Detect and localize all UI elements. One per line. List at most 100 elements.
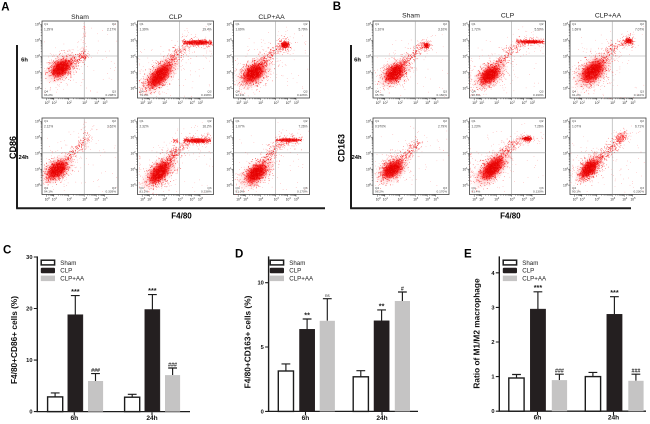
svg-text:101: 101	[463, 70, 469, 74]
svg-text:Q1: Q1	[44, 22, 48, 26]
svg-text:101: 101	[366, 70, 372, 74]
svg-text:101: 101	[580, 197, 586, 201]
svg-text:24h: 24h	[146, 415, 157, 422]
svg-text:0.170%: 0.170%	[297, 190, 308, 194]
svg-text:CLP: CLP	[60, 268, 72, 275]
svg-text:Q2: Q2	[303, 119, 307, 123]
svg-text:24h: 24h	[352, 155, 362, 161]
svg-text:0.198%: 0.198%	[201, 93, 212, 97]
svg-text:Q3: Q3	[303, 186, 307, 190]
svg-text:**: **	[304, 310, 310, 319]
svg-text:102: 102	[162, 197, 168, 201]
svg-text:CLP: CLP	[289, 268, 301, 275]
svg-text:102: 102	[563, 151, 569, 155]
svg-text:102: 102	[258, 101, 264, 105]
svg-text:102: 102	[258, 197, 264, 201]
svg-text:10: 10	[257, 281, 263, 287]
svg-text:7.26%: 7.26%	[298, 125, 307, 129]
svg-text:100: 100	[227, 183, 233, 187]
svg-text:103: 103	[82, 197, 88, 201]
svg-text:100: 100	[472, 197, 478, 201]
svg-text:100: 100	[563, 86, 569, 90]
svg-text:D: D	[235, 249, 243, 261]
svg-text:1.29%: 1.29%	[44, 28, 53, 32]
svg-text:91.4%: 91.4%	[472, 190, 481, 194]
svg-text:105: 105	[530, 197, 536, 201]
svg-text:Q3: Q3	[207, 90, 211, 94]
svg-text:0: 0	[261, 409, 264, 415]
svg-text:104: 104	[522, 197, 528, 201]
svg-text:Q3: Q3	[112, 90, 116, 94]
svg-text:102: 102	[366, 151, 372, 155]
svg-text:1.10%: 1.10%	[375, 28, 384, 32]
svg-text:Q2: Q2	[640, 119, 644, 123]
svg-text:94.1%: 94.1%	[44, 190, 53, 194]
svg-text:102: 102	[398, 101, 404, 105]
svg-text:100: 100	[463, 86, 469, 90]
svg-text:7.07%: 7.07%	[635, 28, 644, 32]
svg-text:E: E	[464, 249, 472, 261]
svg-text:101: 101	[479, 101, 485, 105]
svg-text:95.7%: 95.7%	[375, 93, 384, 97]
svg-text:100: 100	[573, 101, 579, 105]
svg-text:102: 102	[67, 197, 73, 201]
svg-text:102: 102	[398, 197, 404, 201]
svg-text:100: 100	[236, 101, 242, 105]
svg-text:0.170%: 0.170%	[437, 190, 448, 194]
svg-text:103: 103	[178, 197, 184, 201]
svg-text:104: 104	[425, 197, 431, 201]
svg-text:102: 102	[595, 197, 601, 201]
svg-text:Q4: Q4	[44, 186, 48, 190]
svg-text:Q4: Q4	[236, 186, 240, 190]
svg-text:Q3: Q3	[443, 90, 447, 94]
svg-text:***: ***	[610, 288, 619, 297]
svg-text:Q4: Q4	[572, 90, 576, 94]
svg-text:105: 105	[294, 197, 300, 201]
svg-text:CD163: CD163	[337, 134, 347, 162]
svg-text:101: 101	[479, 197, 485, 201]
svg-text:101: 101	[35, 167, 41, 171]
svg-text:100: 100	[35, 183, 41, 187]
svg-text:2.12%: 2.12%	[44, 125, 53, 129]
svg-text:90.1%: 90.1%	[572, 190, 581, 194]
svg-text:3: 3	[491, 305, 494, 311]
svg-text:103: 103	[610, 101, 616, 105]
svg-text:Sham: Sham	[522, 260, 538, 267]
svg-text:Q4: Q4	[375, 186, 379, 190]
svg-text:0.339%: 0.339%	[106, 190, 117, 194]
svg-text:1.69%: 1.69%	[572, 28, 581, 32]
svg-text:104: 104	[131, 22, 137, 26]
svg-text:#: #	[401, 286, 404, 292]
svg-text:103: 103	[463, 38, 469, 42]
svg-text:***: ***	[534, 283, 543, 292]
svg-text:Q1: Q1	[472, 22, 476, 26]
svg-text:105: 105	[530, 101, 536, 105]
svg-text:F4/80: F4/80	[500, 211, 521, 220]
svg-text:104: 104	[366, 119, 372, 123]
svg-text:105: 105	[198, 101, 204, 105]
svg-text:101: 101	[580, 101, 586, 105]
svg-text:Q4: Q4	[472, 90, 476, 94]
svg-text:100: 100	[573, 197, 579, 201]
svg-text:101: 101	[52, 197, 58, 201]
svg-text:102: 102	[563, 54, 569, 58]
svg-text:F4/80+CD86+ cells (%): F4/80+CD86+ cells (%)	[9, 296, 19, 384]
svg-text:1.39%: 1.39%	[140, 28, 149, 32]
svg-text:100: 100	[366, 183, 372, 187]
svg-text:6.71%: 6.71%	[635, 125, 644, 129]
svg-text:104: 104	[94, 197, 100, 201]
svg-text:Ratio of M1/M2 macrophage: Ratio of M1/M2 macrophage	[471, 278, 481, 389]
svg-text:101: 101	[563, 70, 569, 74]
svg-text:2: 2	[491, 340, 494, 346]
svg-text:ns: ns	[325, 293, 331, 298]
svg-text:102: 102	[494, 101, 500, 105]
svg-text:B: B	[333, 1, 341, 13]
svg-text:100: 100	[227, 86, 233, 90]
svg-text:CLP+AA: CLP+AA	[522, 276, 547, 283]
svg-text:100: 100	[35, 86, 41, 90]
svg-text:102: 102	[366, 54, 372, 58]
svg-text:Q2: Q2	[303, 22, 307, 26]
svg-text:0.238%: 0.238%	[201, 190, 212, 194]
svg-text:102: 102	[35, 54, 41, 58]
svg-text:Q1: Q1	[472, 119, 476, 123]
